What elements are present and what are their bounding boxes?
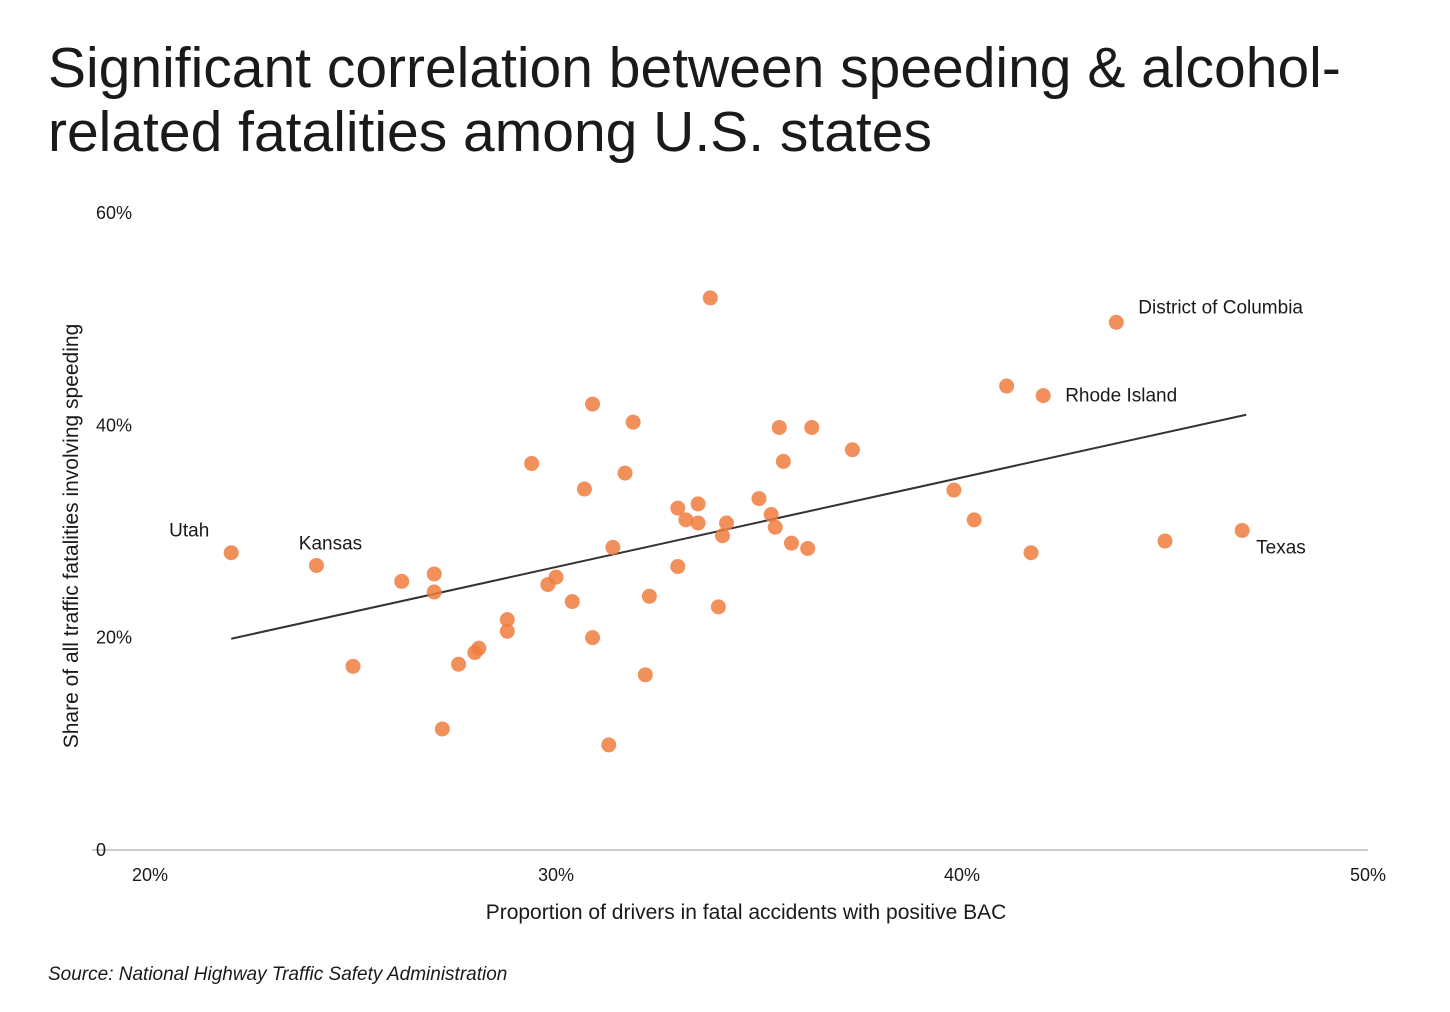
- data-point: [524, 456, 540, 472]
- data-point: [751, 491, 767, 507]
- data-point: [1035, 388, 1051, 404]
- data-point: [690, 515, 706, 531]
- data-point: [1023, 545, 1039, 561]
- data-point: [394, 573, 410, 589]
- y-axis-label: Share of all traffic fatalities involvin…: [60, 324, 83, 749]
- data-point: [625, 414, 641, 430]
- trend-line: [230, 413, 1247, 640]
- data-point: [499, 623, 515, 639]
- source-note: Source: National Highway Traffic Safety …: [48, 964, 508, 985]
- data-point: [763, 507, 779, 523]
- chart-title-line-1: Significant correlation between speeding…: [48, 36, 1341, 100]
- data-point: [605, 539, 621, 555]
- data-point: [714, 528, 730, 544]
- point-label: Utah: [169, 521, 209, 542]
- data-point: [426, 566, 442, 582]
- data-point: [710, 599, 726, 615]
- data-point: [451, 656, 467, 672]
- x-tick-labels: 20% 30% 40% 50%: [132, 865, 1386, 885]
- x-tick-label: 30%: [538, 865, 574, 885]
- chart-title: Significant correlation between speeding…: [48, 36, 1418, 164]
- point-labels: Utah Kansas Rhode Island District of Columb…: [169, 297, 1306, 558]
- data-point: [641, 588, 657, 604]
- data-point: [670, 500, 686, 516]
- data-point: [670, 559, 686, 575]
- data-point: [308, 557, 324, 573]
- data-point: [946, 482, 962, 498]
- x-tick-label: 50%: [1350, 865, 1386, 885]
- data-point: [800, 540, 816, 556]
- data-point: [775, 453, 791, 469]
- y-tick-label: 60%: [96, 203, 132, 223]
- y-tick-label: 40%: [96, 415, 132, 435]
- y-tick-label: 0: [96, 840, 106, 860]
- x-tick-label: 40%: [944, 865, 980, 885]
- data-point: [804, 419, 820, 435]
- data-point: [844, 442, 860, 458]
- data-point: [966, 512, 982, 528]
- data-point: [585, 630, 601, 646]
- data-point: [637, 667, 653, 683]
- data-point: [564, 594, 580, 610]
- data-point: [499, 612, 515, 628]
- y-tick-label: 20%: [96, 628, 132, 648]
- data-point: [690, 496, 706, 512]
- data-point: [771, 419, 787, 435]
- data-point: [617, 465, 633, 481]
- data-point: [585, 396, 601, 412]
- chart-title-line-2: related fatalities among U.S. states: [48, 100, 932, 164]
- data-point: [1234, 522, 1250, 538]
- data-point: [719, 515, 735, 531]
- data-points: [223, 290, 1250, 753]
- data-point: [783, 535, 799, 551]
- data-point: [576, 481, 592, 497]
- data-point: [999, 378, 1015, 394]
- data-point: [702, 290, 718, 306]
- point-label: Kansas: [299, 533, 362, 554]
- data-point: [1108, 314, 1124, 330]
- data-point: [434, 721, 450, 737]
- data-point: [548, 569, 564, 585]
- data-point: [223, 545, 239, 561]
- data-point: [767, 519, 783, 535]
- data-point: [345, 658, 361, 674]
- x-tick-label: 20%: [132, 865, 168, 885]
- x-axis-label: Proportion of drivers in fatal accidents…: [486, 901, 1007, 924]
- data-point: [426, 584, 442, 600]
- point-label: District of Columbia: [1138, 297, 1303, 318]
- data-point: [471, 640, 487, 656]
- data-point: [1157, 533, 1173, 549]
- data-point: [678, 512, 694, 528]
- y-tick-labels: 0 20% 40% 60%: [96, 203, 132, 860]
- data-point: [601, 737, 617, 753]
- point-label: Rhode Island: [1065, 386, 1177, 407]
- point-label: Texas: [1256, 537, 1306, 558]
